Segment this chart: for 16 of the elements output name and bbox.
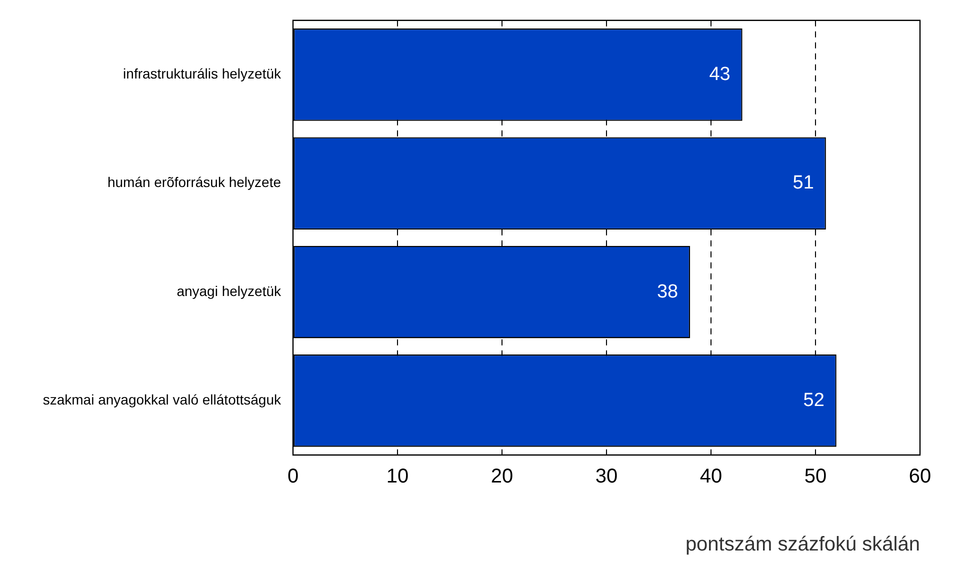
y-tick-label: humán erõforrásuk helyzete [107, 174, 282, 190]
data-label: 38 [656, 281, 678, 302]
x-tick-label: 0 [287, 466, 299, 488]
x-tick-label: 20 [490, 466, 514, 488]
x-tick-label: 40 [700, 466, 722, 488]
y-tick-label: infrastrukturális helyzetük [123, 66, 282, 82]
data-label: 52 [803, 390, 824, 411]
x-tick-label: 10 [386, 466, 409, 488]
x-axis-title: pontszám százfokú skálán [685, 534, 920, 556]
y-tick-label: szakmai anyagokkal való ellátottságuk [42, 392, 282, 408]
x-tick-label: 30 [595, 466, 618, 488]
x-tick-label: 50 [804, 466, 827, 488]
x-tick-label: 60 [908, 466, 932, 488]
data-label: 43 [709, 64, 730, 85]
data-label: 51 [792, 172, 814, 194]
y-tick-label: anyagi helyzetük [176, 282, 282, 299]
